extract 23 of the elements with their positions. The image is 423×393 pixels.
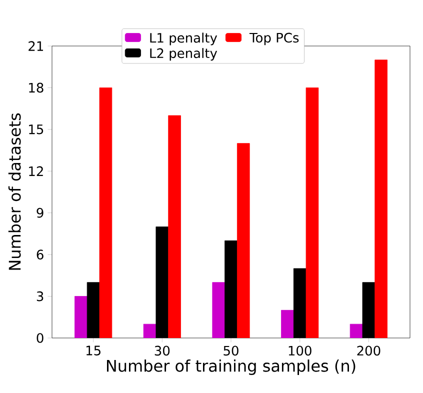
legend-label: L1 penalty (150, 32, 218, 46)
y-tick-label: 12 (29, 166, 43, 176)
y-tick-label: 15 (29, 124, 44, 134)
y-tick-label: 0 (36, 333, 44, 343)
bar (74, 296, 88, 338)
y-tick-label: 9 (36, 208, 44, 218)
y-tick-label: 18 (29, 82, 44, 93)
bar (350, 324, 363, 338)
bar (143, 324, 156, 338)
x-axis-title: Number of training samples (n) (106, 359, 356, 375)
x-tick-label: 50 (224, 346, 238, 356)
x-tick-label: 15 (86, 346, 100, 356)
y-tick-label: 6 (36, 250, 44, 260)
x-tick-label: 30 (154, 346, 170, 356)
bar (212, 282, 226, 338)
y-axis-title: Number of datasets (8, 113, 21, 270)
y-tick-label: 21 (28, 41, 44, 51)
legend-label: L2 penalty (150, 48, 218, 61)
y-tick-label: 3 (36, 291, 44, 302)
legend-label: Top PCs (249, 32, 299, 46)
x-tick-label: 100 (288, 346, 312, 356)
x-tick-label: 200 (357, 346, 380, 356)
bar (281, 310, 294, 338)
